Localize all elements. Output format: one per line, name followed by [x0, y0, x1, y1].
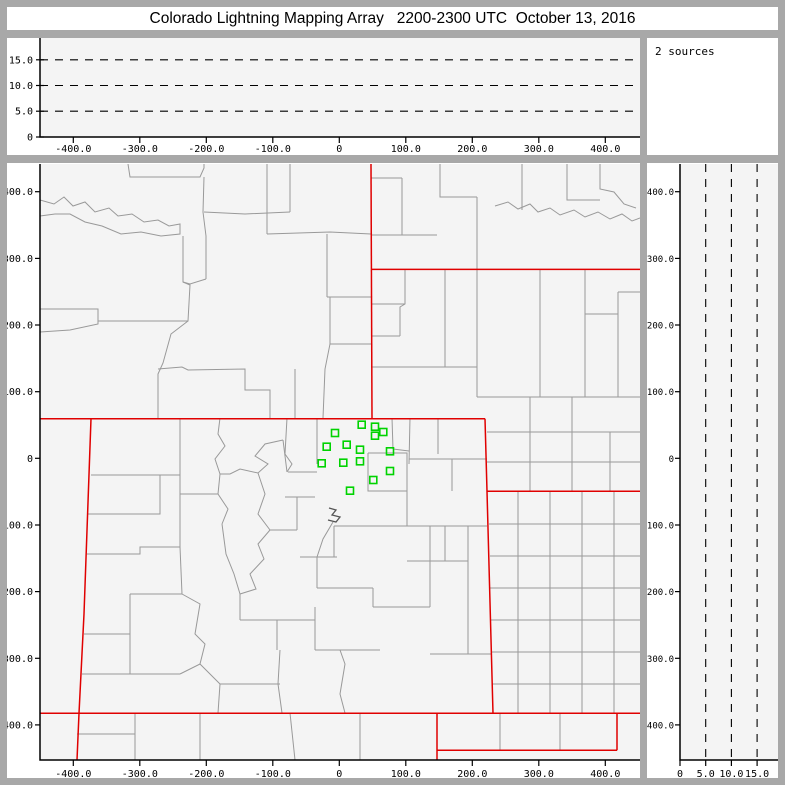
lma-station-marker — [345, 486, 355, 496]
svg-text:200.0: 200.0 — [647, 322, 674, 332]
svg-text:-400.0: -400.0 — [55, 769, 91, 778]
svg-text:-400.0: -400.0 — [647, 721, 674, 731]
lma-station-marker — [317, 458, 327, 468]
lma-station-marker — [355, 445, 365, 455]
lma-station-marker — [370, 431, 380, 441]
state-borders-layer — [40, 164, 640, 760]
svg-text:200.0: 200.0 — [7, 321, 33, 332]
svg-text:300.0: 300.0 — [647, 255, 674, 265]
svg-text:400.0: 400.0 — [590, 144, 620, 155]
svg-text:100.0: 100.0 — [7, 387, 33, 398]
alt-ew-y-axis: 15.0 10.0 5.0 0 — [9, 55, 44, 144]
alt-ns-gridlines — [705, 164, 758, 760]
svg-text:-300.0: -300.0 — [122, 769, 158, 778]
svg-text:400.0: 400.0 — [590, 769, 620, 778]
alt-ns-x-axis: 0 5.0 10.0 15.0 — [677, 760, 769, 778]
svg-text:100.0: 100.0 — [391, 769, 421, 778]
svg-text:-200.0: -200.0 — [7, 587, 33, 598]
lma-station-marker — [342, 440, 352, 450]
svg-text:-100.0: -100.0 — [255, 144, 291, 155]
svg-text:-200.0: -200.0 — [647, 588, 674, 598]
svg-text:-300.0: -300.0 — [122, 144, 158, 155]
page-title: Colorado Lightning Mapping Array 2200-23… — [7, 7, 778, 30]
svg-text:5.0: 5.0 — [15, 107, 33, 118]
alt-ns-y-axis: 400.0 300.0 200.0 100.0 0 -100.0 -200.0 -300.0 -… — [647, 188, 680, 731]
lma-station-marker — [370, 422, 380, 432]
svg-text:0: 0 — [336, 769, 342, 778]
svg-text:400.0: 400.0 — [7, 187, 33, 198]
altitude-vs-eastwest-panel: 15.0 10.0 5.0 0 -400.0 -300.0 -200.0 -100.0 0 100… — [7, 38, 640, 155]
lma-station-marker — [330, 428, 340, 438]
county-boundaries-layer — [40, 164, 640, 760]
svg-text:300.0: 300.0 — [524, 144, 554, 155]
svg-text:0: 0 — [677, 769, 683, 778]
svg-text:15.0: 15.0 — [745, 769, 769, 778]
svg-text:-300.0: -300.0 — [7, 654, 33, 665]
svg-text:-400.0: -400.0 — [55, 144, 91, 155]
lma-station-marker — [368, 475, 378, 485]
svg-text:5.0: 5.0 — [697, 769, 715, 778]
svg-text:-100.0: -100.0 — [647, 522, 674, 532]
lma-station-marker — [355, 456, 365, 466]
svg-text:-200.0: -200.0 — [188, 769, 224, 778]
svg-text:10.0: 10.0 — [719, 769, 743, 778]
lma-station-marker — [357, 420, 367, 430]
svg-text:200.0: 200.0 — [457, 769, 487, 778]
svg-text:15.0: 15.0 — [9, 55, 33, 66]
svg-text:-400.0: -400.0 — [7, 720, 33, 731]
alt-ew-x-axis: -400.0 -300.0 -200.0 -100.0 0 100.0 200.0 300.0… — [55, 137, 620, 155]
altitude-vs-northsouth-panel: 400.0 300.0 200.0 100.0 0 -100.0 -200.0 -300.0 -… — [647, 163, 778, 778]
altitude-vs-eastwest-plot: 15.0 10.0 5.0 0 -400.0 -300.0 -200.0 -100.0 0 100… — [9, 38, 640, 155]
svg-text:0: 0 — [27, 454, 33, 465]
svg-text:-300.0: -300.0 — [647, 655, 674, 665]
svg-text:0: 0 — [336, 144, 342, 155]
lma-station-marker — [338, 458, 348, 468]
alt-ew-gridlines — [40, 59, 638, 112]
plan-view-map-plot: 400.0300.0200.0100.00-100.0-200.0-300.0-… — [7, 164, 640, 778]
svg-text:100.0: 100.0 — [391, 144, 421, 155]
svg-text:200.0: 200.0 — [457, 144, 487, 155]
altitude-vs-northsouth-plot: 400.0 300.0 200.0 100.0 0 -100.0 -200.0 -300.0 -… — [647, 164, 778, 778]
svg-text:400.0: 400.0 — [647, 188, 674, 198]
lma-station-marker — [322, 442, 332, 452]
map-y-axis: 400.0 300.0 200.0 100.0 0 -100.0 -200.0 -300.0 -… — [7, 187, 40, 731]
denver-boundary-line — [327, 507, 342, 523]
lma-stations-layer — [317, 420, 395, 496]
svg-text:300.0: 300.0 — [524, 769, 554, 778]
svg-text:0: 0 — [27, 133, 33, 144]
svg-text:-100.0: -100.0 — [255, 769, 291, 778]
sources-count-label: 2 sources — [655, 45, 715, 58]
svg-text:-100.0: -100.0 — [7, 521, 33, 532]
svg-text:10.0: 10.0 — [9, 81, 33, 92]
lma-station-marker — [385, 466, 395, 476]
svg-text:100.0: 100.0 — [647, 388, 674, 398]
alt-ns-plot-area — [680, 164, 778, 760]
sources-count-panel: 2 sources — [647, 38, 778, 155]
map-x-axis: -400.0 -300.0 -200.0 -100.0 0 100.0 200.0 300.0… — [55, 760, 620, 778]
svg-text:300.0: 300.0 — [7, 254, 33, 265]
lma-station-marker — [385, 446, 395, 456]
lma-station-marker — [378, 427, 388, 437]
alt-ew-plot-area — [40, 38, 640, 137]
plan-view-map-panel: 400.0300.0200.0100.00-100.0-200.0-300.0-… — [7, 163, 640, 778]
svg-text:0: 0 — [669, 455, 674, 465]
svg-text:-200.0: -200.0 — [188, 144, 224, 155]
